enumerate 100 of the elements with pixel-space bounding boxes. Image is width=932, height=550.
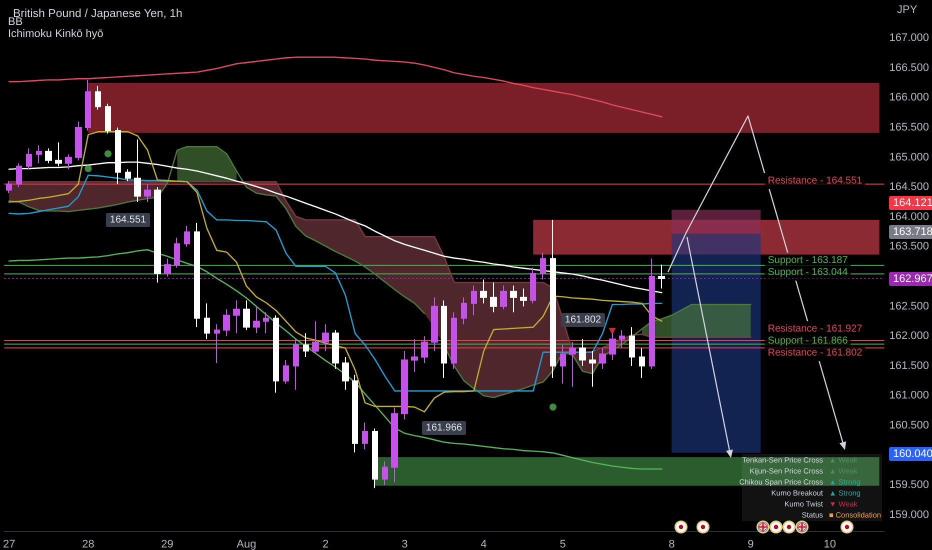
candlestick [431,296,438,352]
annotation: 161.966 [426,422,463,434]
candlestick [273,314,279,394]
candlestick [451,312,457,370]
candlestick [352,374,358,453]
candlestick [65,154,72,170]
candlestick [303,332,309,358]
ref-line-label: Resistance - 161.802 [768,348,863,359]
candlestick [75,121,82,161]
point [608,328,616,335]
candlestick [45,148,52,164]
candlestick [421,336,428,364]
candlestick [223,308,230,337]
annotation: BB [8,16,23,28]
annotation: 164.551 [110,214,147,226]
y-tick-label: 162.500 [889,300,930,312]
candlestick [569,342,576,388]
y-axis-title: JPY [897,4,918,16]
candlestick [599,348,606,370]
candlestick [658,264,665,289]
candlestick [401,350,408,420]
candlestick [293,338,299,390]
y-tick-label: 159.000 [889,508,930,521]
candlestick [441,300,447,378]
x-tick-label: 28 [82,538,94,550]
candlestick [184,225,190,248]
annotation: 161.802 [564,314,602,326]
y-tick-label: 165.500 [889,122,930,134]
x-tick-label: 27 [2,538,16,550]
candlestick [204,302,210,340]
y-tick-label: 165.000 [889,151,930,164]
y-tick-label: 166.000 [889,92,930,104]
candlestick [95,85,101,110]
ref-line-label: Support - 163.187 [768,255,848,266]
candlestick [233,300,240,334]
candlestick [144,184,151,203]
candlestick [312,320,319,354]
y-tick-label: 161.500 [889,360,930,372]
x-tick-label: Aug [236,538,256,550]
candlestick [629,326,635,366]
candlestick [639,348,645,378]
candlestick [253,306,260,334]
candlestick [6,180,12,194]
candlestick [520,288,527,307]
candlestick [16,162,22,188]
candlestick [500,284,507,310]
candlestick [411,338,418,372]
text: 163.718 [893,226,932,238]
candlestick [263,312,269,334]
candlestick [85,79,91,132]
candlestick [174,237,180,268]
candlestick [372,428,378,489]
candlestick [322,324,329,352]
candlestick [164,258,171,278]
candlestick [461,296,467,325]
candlestick [214,324,220,364]
x-tick-label: 4 [480,538,487,550]
candlestick [619,330,625,349]
point [104,150,112,158]
candlestick [560,344,566,384]
point [84,165,92,172]
candlestick [579,338,586,366]
y-tick-label: 162.000 [889,330,930,342]
ref-line-label: Support - 163.044 [768,267,848,278]
candlestick [490,282,497,313]
x-tick-label: 9 [748,538,754,550]
ref-line-label: Resistance - 164.551 [768,176,863,187]
x-tick-label: 8 [668,538,675,550]
y-tick-label: 167.000 [889,32,930,44]
candlestick [154,186,161,283]
candlestick [540,252,546,280]
candlestick [510,284,517,313]
candlestick [391,407,398,483]
text: 160.040 [893,448,932,460]
candlestick [36,144,42,164]
line-series [8,56,662,118]
line-series [8,181,752,353]
candlestick [530,267,536,304]
candlestick [332,330,339,370]
candlestick [342,356,349,390]
candlestick [283,359,289,384]
line-series [8,131,662,412]
candlestick [26,148,32,170]
candlestick [589,350,596,388]
y-tick-label: 164.000 [889,210,930,223]
y-tick-label: 160.500 [889,420,930,432]
y-tick-label: 159.500 [889,479,930,492]
candlestick [125,168,131,182]
x-tick-label: 3 [402,538,408,550]
candlestick [480,279,487,304]
ref-line-label: Resistance - 161.927 [768,324,863,335]
point [549,404,556,411]
x-tick-label: 2 [322,538,329,550]
candlestick [649,258,655,370]
x-tick-label: 10 [824,538,836,550]
candlestick [471,284,477,316]
annotation: Ichimoku Kinkō hyō [8,28,104,40]
candlestick [105,103,111,134]
candlestick [243,300,250,331]
y-tick-label: 164.500 [889,181,930,194]
